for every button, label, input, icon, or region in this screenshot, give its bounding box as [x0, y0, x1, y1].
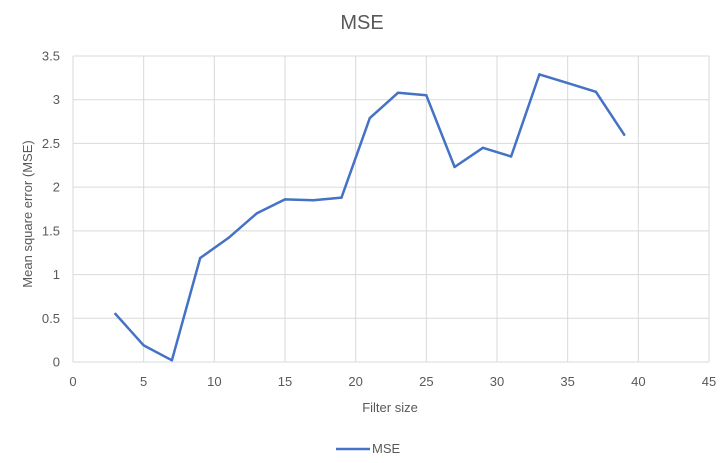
- chart-title: MSE: [340, 12, 383, 34]
- legend-label-mse: MSE: [372, 441, 401, 456]
- y-tick-label: 2.5: [42, 136, 60, 151]
- data-point: [142, 344, 145, 347]
- data-point: [340, 196, 343, 199]
- y-tick-label: 3.5: [42, 49, 60, 64]
- data-point: [255, 212, 258, 215]
- data-point: [509, 155, 513, 158]
- y-axis-label: Mean square error (MSE): [20, 140, 35, 287]
- x-tick-label: 30: [490, 374, 504, 389]
- y-tick-label: 1.5: [42, 223, 60, 238]
- data-point: [199, 256, 202, 260]
- legend: MSE: [336, 441, 401, 456]
- data-point: [594, 90, 598, 94]
- data-point: [114, 312, 117, 316]
- data-point: [481, 146, 485, 149]
- x-tick-label: 5: [140, 374, 147, 389]
- data-point: [396, 91, 400, 94]
- x-axis-ticks: 0 5 10 15 20 25 30 35 40 45: [69, 374, 716, 389]
- data-point: [283, 198, 287, 201]
- data-point: [566, 81, 569, 85]
- y-axis-ticks: 0 0.5 1 1.5 2 2.5 3 3.5: [42, 49, 60, 370]
- x-tick-label: 40: [631, 374, 645, 389]
- y-tick-label: 3: [53, 92, 60, 107]
- data-point: [538, 73, 541, 76]
- data-point: [623, 133, 626, 136]
- data-point: [312, 199, 315, 202]
- y-tick-label: 2: [53, 180, 60, 195]
- data-point: [425, 94, 428, 97]
- x-tick-label: 0: [69, 374, 76, 389]
- data-point: [453, 165, 456, 169]
- x-tick-label: 10: [207, 374, 221, 389]
- data-point: [368, 116, 371, 120]
- x-tick-label: 45: [702, 374, 716, 389]
- plot-series: [114, 73, 626, 362]
- x-axis-label: Filter size: [362, 400, 418, 415]
- data-point: [227, 236, 230, 240]
- data-point: [170, 359, 174, 362]
- gridlines: [72, 55, 710, 363]
- y-tick-label: 0: [53, 355, 60, 370]
- x-tick-label: 25: [419, 374, 433, 389]
- x-tick-label: 15: [278, 374, 292, 389]
- x-tick-label: 20: [348, 374, 362, 389]
- x-tick-label: 35: [560, 374, 574, 389]
- y-tick-label: 1: [53, 267, 60, 282]
- y-tick-label: 0.5: [42, 311, 60, 326]
